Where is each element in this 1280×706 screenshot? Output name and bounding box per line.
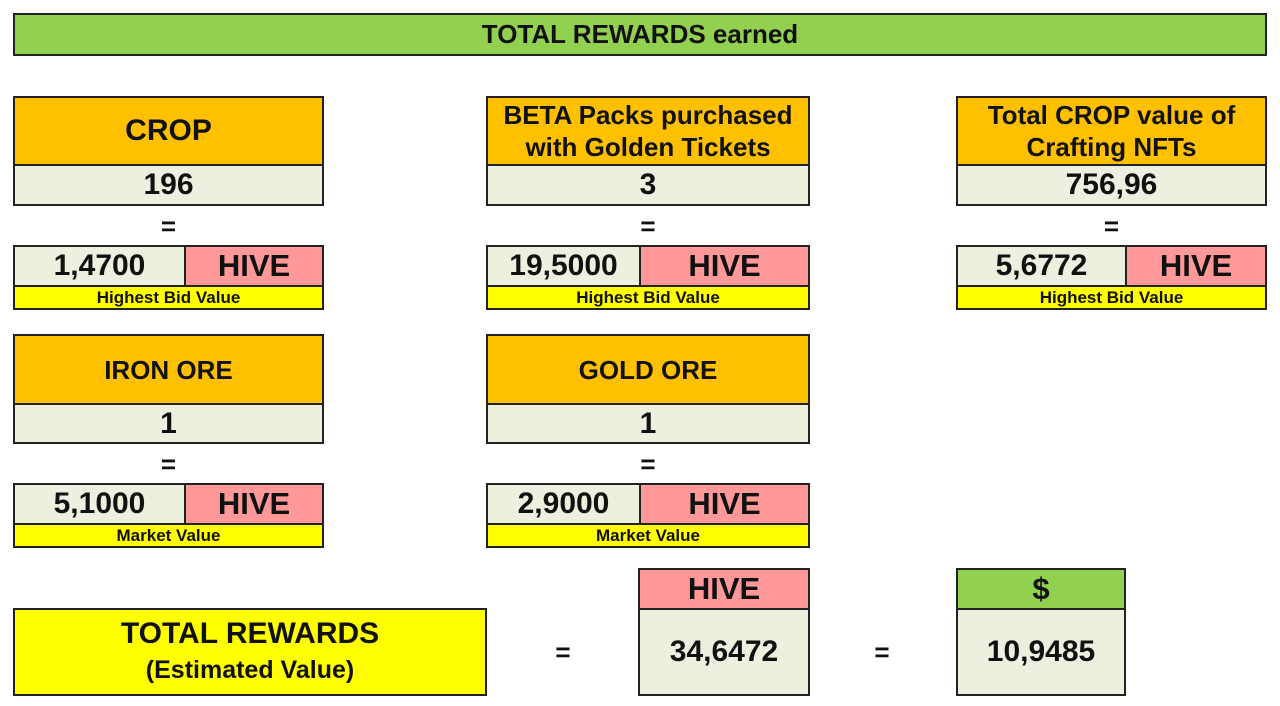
hive-value: 5,1000 (13, 483, 186, 525)
hive-value: 5,6772 (956, 245, 1127, 287)
value-note: Highest Bid Value (956, 285, 1267, 310)
page-title-text: TOTAL REWARDS earned (481, 19, 799, 49)
card-amount: 196 (13, 164, 324, 206)
hive-label: HIVE (184, 245, 324, 287)
total-usd-label: $ (956, 568, 1126, 610)
hive-label: HIVE (184, 483, 324, 525)
card-amount: 756,96 (956, 164, 1267, 206)
value-note: Highest Bid Value (486, 285, 810, 310)
value-note: Market Value (13, 523, 324, 548)
total-hive-label: HIVE (638, 568, 810, 610)
equals-sign: = (160, 211, 177, 241)
total-hive-amount: 34,6472 (638, 608, 810, 696)
equals-sign: = (1103, 211, 1120, 241)
page-title: TOTAL REWARDS earned (13, 13, 1267, 56)
hive-label: HIVE (639, 245, 810, 287)
hive-value: 19,5000 (486, 245, 641, 287)
card-amount: 1 (486, 403, 810, 444)
card-amount: 3 (486, 164, 810, 206)
card-header: Total CROP value of Crafting NFTs (956, 96, 1267, 166)
card-header: IRON ORE (13, 334, 324, 405)
total-usd-amount: 10,9485 (956, 608, 1126, 696)
equals-sign: = (640, 449, 656, 479)
value-note: Market Value (486, 523, 810, 548)
hive-value: 2,9000 (486, 483, 641, 525)
hive-label: HIVE (639, 483, 810, 525)
card-header: GOLD ORE (486, 334, 810, 405)
value-note: Highest Bid Value (13, 285, 324, 310)
equals-sign: = (555, 637, 571, 667)
total-rewards-title: TOTAL REWARDS (120, 617, 380, 650)
equals-sign: = (640, 211, 656, 241)
total-rewards-label: TOTAL REWARDS (Estimated Value) (13, 608, 487, 696)
hive-value: 1,4700 (13, 245, 186, 287)
equals-sign: = (160, 449, 177, 479)
total-rewards-subtitle: (Estimated Value) (145, 656, 355, 684)
hive-label: HIVE (1125, 245, 1267, 287)
card-header: CROP (13, 96, 324, 166)
card-amount: 1 (13, 403, 324, 444)
equals-sign: = (874, 637, 890, 667)
card-header: BETA Packs purchased with Golden Tickets (486, 96, 810, 166)
